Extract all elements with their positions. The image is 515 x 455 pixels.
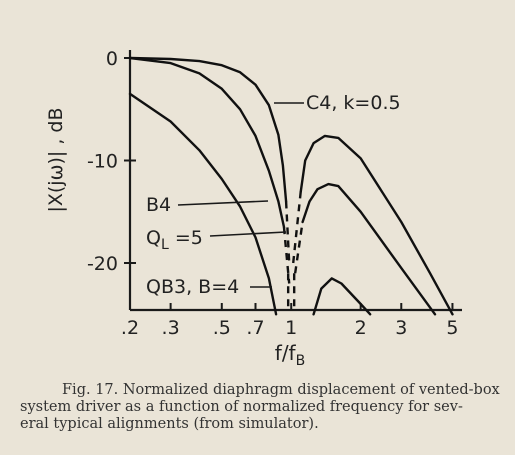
x-axis-label: f/fB xyxy=(275,341,305,369)
annotation-c4: C4, k=0.5 xyxy=(306,92,401,114)
figure-caption: Fig. 17. Normalized diaphragm displaceme… xyxy=(20,382,500,433)
x-tick-label: .7 xyxy=(246,317,264,339)
series-curve-3-segment-1 xyxy=(128,92,278,316)
series-curve-1-segment-2 xyxy=(299,134,454,316)
x-axis-label-subscript: B xyxy=(296,353,306,369)
caption-line-3: eral typical alignments (from simulator)… xyxy=(20,416,319,432)
x-tick-label: 2 xyxy=(355,317,367,339)
y-tick-label: -20 xyxy=(87,253,118,275)
caption-line-2: system driver as a function of normalize… xyxy=(20,399,463,415)
annotation-ql: QL =5 xyxy=(146,227,203,253)
x-tick-label: 1 xyxy=(285,317,297,339)
x-tick-label: .2 xyxy=(121,317,139,339)
annotation-b4-leader xyxy=(177,200,269,206)
chart-curves xyxy=(128,56,454,316)
annotation-ql-leader xyxy=(209,231,287,237)
series-curve-2-segment-2 xyxy=(301,182,437,316)
series-curve-1-segment-1 xyxy=(128,56,288,203)
x-tick-label: .5 xyxy=(213,317,231,339)
chart-axes: 0 -10 -20 .2 .3 .5 .7 1 2 3 5 |X(jω)| , dB f/fB xyxy=(45,48,462,369)
null-dash-2 xyxy=(292,191,302,264)
null-dash-1 xyxy=(284,201,291,264)
null-dash-4 xyxy=(293,221,304,274)
series-curve-2-segment-1 xyxy=(128,56,286,229)
x-tick-label: 5 xyxy=(446,317,458,339)
annotation-b4: B4 xyxy=(146,194,171,216)
series-curve-3-segment-2 xyxy=(312,277,372,316)
y-axis-label: |X(jω)| , dB xyxy=(45,107,67,212)
annotation-ql-rest: =5 xyxy=(169,227,203,249)
y-tick-label: -10 xyxy=(87,151,118,173)
x-tick-label: .3 xyxy=(162,317,180,339)
chart-null-dashes xyxy=(282,191,304,310)
null-dash-3 xyxy=(282,227,291,284)
annotation-qb3: QB3, B=4 xyxy=(146,276,239,298)
annotation-ql-subscript: L xyxy=(161,237,169,253)
caption-line-1: Fig. 17. Normalized diaphragm displaceme… xyxy=(62,382,500,398)
x-tick-label: 3 xyxy=(395,317,407,339)
chart-annotations: C4, k=0.5 B4 QL =5 QB3, B=4 xyxy=(146,92,401,298)
y-tick-label: 0 xyxy=(106,48,118,70)
